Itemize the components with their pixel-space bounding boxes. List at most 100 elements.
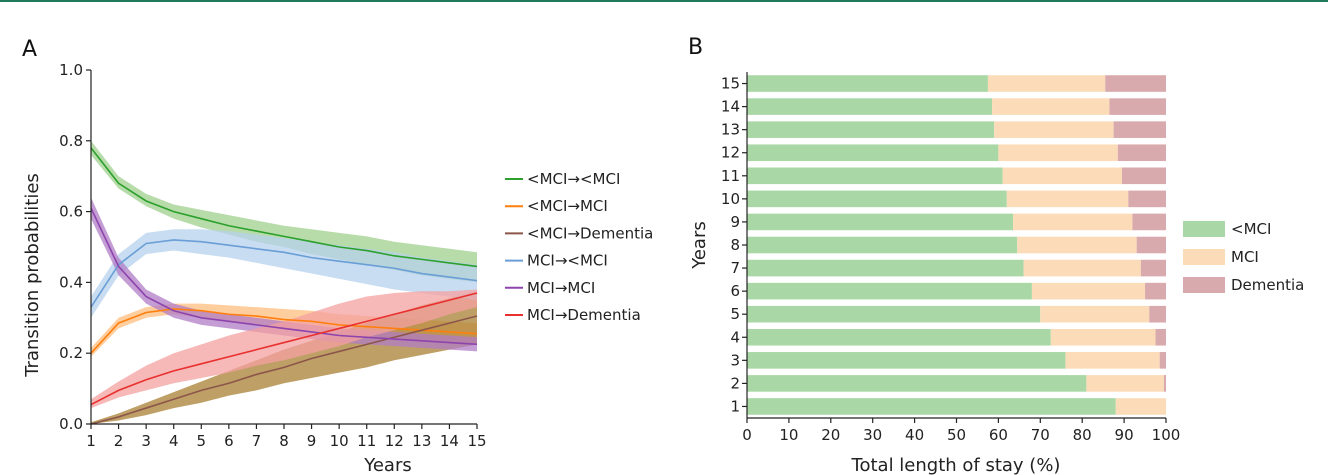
series-line-mci-to-dementia	[90, 292, 478, 406]
legend-label-lt-mci-to-mci: <MCI→MCI	[527, 197, 608, 215]
panel-a-label: A	[22, 37, 37, 62]
bar-segment-dementia-year-9	[1132, 213, 1166, 231]
bar-segment-dementia-year-10	[1128, 190, 1166, 208]
bar-segment-mci-year-2	[1086, 375, 1164, 392]
panel-b-y-tick-label: 2	[730, 374, 740, 392]
bar-segment-lt-mci-year-3	[747, 352, 1066, 369]
bar-segment-mci-year-3	[1065, 352, 1160, 369]
bar-segment-mci-year-1	[1115, 398, 1166, 415]
bar-segment-dementia-year-6	[1145, 282, 1166, 300]
panel-b-x-tick-label: 100	[1152, 426, 1181, 444]
bar-segment-dementia-year-13	[1113, 121, 1166, 138]
panel-b-y-tick-label: 12	[721, 144, 740, 162]
panel-a-y-tick-label: 0.0	[59, 415, 83, 433]
panel-b-x-tick-label: 70	[1031, 426, 1050, 444]
panel-b-x-tick-label: 30	[863, 426, 882, 444]
panel-a-x-tick-label: 3	[141, 432, 151, 450]
panel-a-y-axis-label: Transition probabilities	[22, 173, 43, 378]
panel-b-y-tick-label: 9	[730, 213, 740, 231]
bar-segment-dementia-year-12	[1117, 144, 1166, 162]
bar-segment-dementia-year-15	[1105, 75, 1166, 92]
panel-a-x-tick-label: 12	[385, 432, 404, 450]
legend-label-dementia: Dementia	[1231, 276, 1304, 294]
bar-segment-lt-mci-year-7	[747, 259, 1024, 277]
bar-segment-lt-mci-year-15	[747, 75, 988, 92]
series-line-mci-to-mci	[90, 207, 478, 346]
panel-b-x-tick-label: 10	[779, 426, 798, 444]
panel-a-y-tick-label: 0.6	[59, 203, 83, 221]
bar-segment-lt-mci-year-9	[747, 213, 1014, 231]
band-lt-mci-to-lt-mci	[91, 140, 477, 283]
panel-b-x-tick-label: 20	[821, 426, 840, 444]
panel-a-x-tick-label: 13	[412, 432, 431, 450]
bar-segment-lt-mci-year-2	[747, 375, 1087, 392]
series-line-mci-to-lt-mci	[90, 239, 478, 308]
panel-b-x-tick-label: 50	[947, 426, 966, 444]
legend-swatch-mci	[1183, 249, 1225, 265]
bar-segment-mci-year-13	[994, 121, 1114, 138]
bar-segment-lt-mci-year-8	[747, 236, 1018, 254]
bar-segment-mci-year-15	[987, 75, 1106, 92]
series-line-lt-mci-to-dementia	[90, 315, 478, 425]
bar-segment-lt-mci-year-6	[747, 282, 1032, 300]
bar-segment-dementia-year-2	[1163, 375, 1166, 392]
panel-b-y-tick-label: 7	[730, 259, 740, 277]
panel-a-y-tick-label: 0.8	[59, 132, 83, 150]
panel-a-x-tick-label: 10	[330, 432, 349, 450]
top-rule	[0, 0, 1328, 2]
legend-label-lt-mci-to-dementia: <MCI→Dementia	[527, 224, 653, 242]
legend-label-lt-mci: <MCI	[1231, 220, 1271, 238]
legend-label-mci: MCI	[1231, 248, 1259, 266]
panel-a-x-tick-label: 8	[279, 432, 289, 450]
panel-b-y-tick-label: 4	[730, 328, 740, 346]
bar-segment-dementia-year-4	[1155, 328, 1166, 346]
legend-label-mci-to-dementia: MCI→Dementia	[527, 306, 641, 324]
panel-b-x-tick-label: 60	[989, 426, 1008, 444]
panel-b-y-tick-label: 15	[721, 75, 740, 93]
band-mci-to-lt-mci	[91, 229, 477, 318]
bar-segment-dementia-year-8	[1136, 236, 1166, 254]
panel-b-x-tick-label: 40	[905, 426, 924, 444]
panel-b-x-tick-label: 90	[1115, 426, 1134, 444]
legend-label-lt-mci-to-lt-mci: <MCI→<MCI	[527, 170, 620, 188]
panel-b-y-tick-label: 10	[721, 190, 740, 208]
bar-segment-mci-year-11	[1002, 167, 1123, 185]
panel-a-x-tick-label: 4	[169, 432, 179, 450]
panel-b-label: B	[688, 35, 703, 60]
panel-b-y-tick-label: 13	[721, 121, 740, 139]
panel-a-x-tick-label: 9	[307, 432, 317, 450]
bar-segment-lt-mci-year-5	[747, 305, 1041, 323]
panel-b-x-axis-label: Total length of stay (%)	[851, 455, 1061, 475]
panel-a-x-axis-label: Years	[363, 455, 412, 475]
panel-b-x-tick-label: 0	[742, 426, 752, 444]
bar-segment-mci-year-12	[998, 144, 1118, 162]
panel-b-y-tick-label: 6	[730, 282, 740, 300]
bar-segment-dementia-year-14	[1109, 98, 1166, 115]
legend-swatch-lt-mci	[1183, 221, 1225, 237]
panel-b-y-tick-label: 1	[730, 397, 740, 415]
bar-segment-mci-year-5	[1040, 305, 1150, 323]
legend-label-mci-to-mci: MCI→MCI	[527, 279, 595, 297]
panel-a-x-tick-label: 1	[86, 432, 96, 450]
bar-segment-dementia-year-7	[1140, 259, 1166, 277]
bar-segment-mci-year-9	[1013, 213, 1133, 231]
series-line-lt-mci-to-lt-mci	[90, 147, 478, 268]
legend-label-mci-to-lt-mci: MCI→<MCI	[527, 252, 608, 270]
panel-b-y-tick-label: 5	[730, 305, 740, 323]
bar-segment-lt-mci-year-14	[747, 98, 993, 115]
panel-a-y-tick-label: 1.0	[59, 61, 83, 79]
panel-b-y-axis-label: Years	[689, 221, 710, 270]
panel-a-y-tick-label: 0.4	[59, 273, 83, 291]
bar-segment-lt-mci-year-11	[747, 167, 1003, 185]
bar-segment-dementia-year-11	[1122, 167, 1166, 185]
bar-segment-lt-mci-year-4	[747, 328, 1051, 346]
bar-segment-lt-mci-year-10	[747, 190, 1007, 208]
panel-a-y-tick-label: 0.2	[59, 344, 83, 362]
panel-a-x-tick-label: 7	[252, 432, 262, 450]
panel-b-y-tick-label: 3	[730, 351, 740, 369]
bar-segment-dementia-year-5	[1149, 305, 1166, 323]
bar-segment-mci-year-7	[1023, 259, 1141, 277]
panel-a-x-tick-label: 5	[197, 432, 207, 450]
bar-segment-mci-year-8	[1017, 236, 1137, 254]
